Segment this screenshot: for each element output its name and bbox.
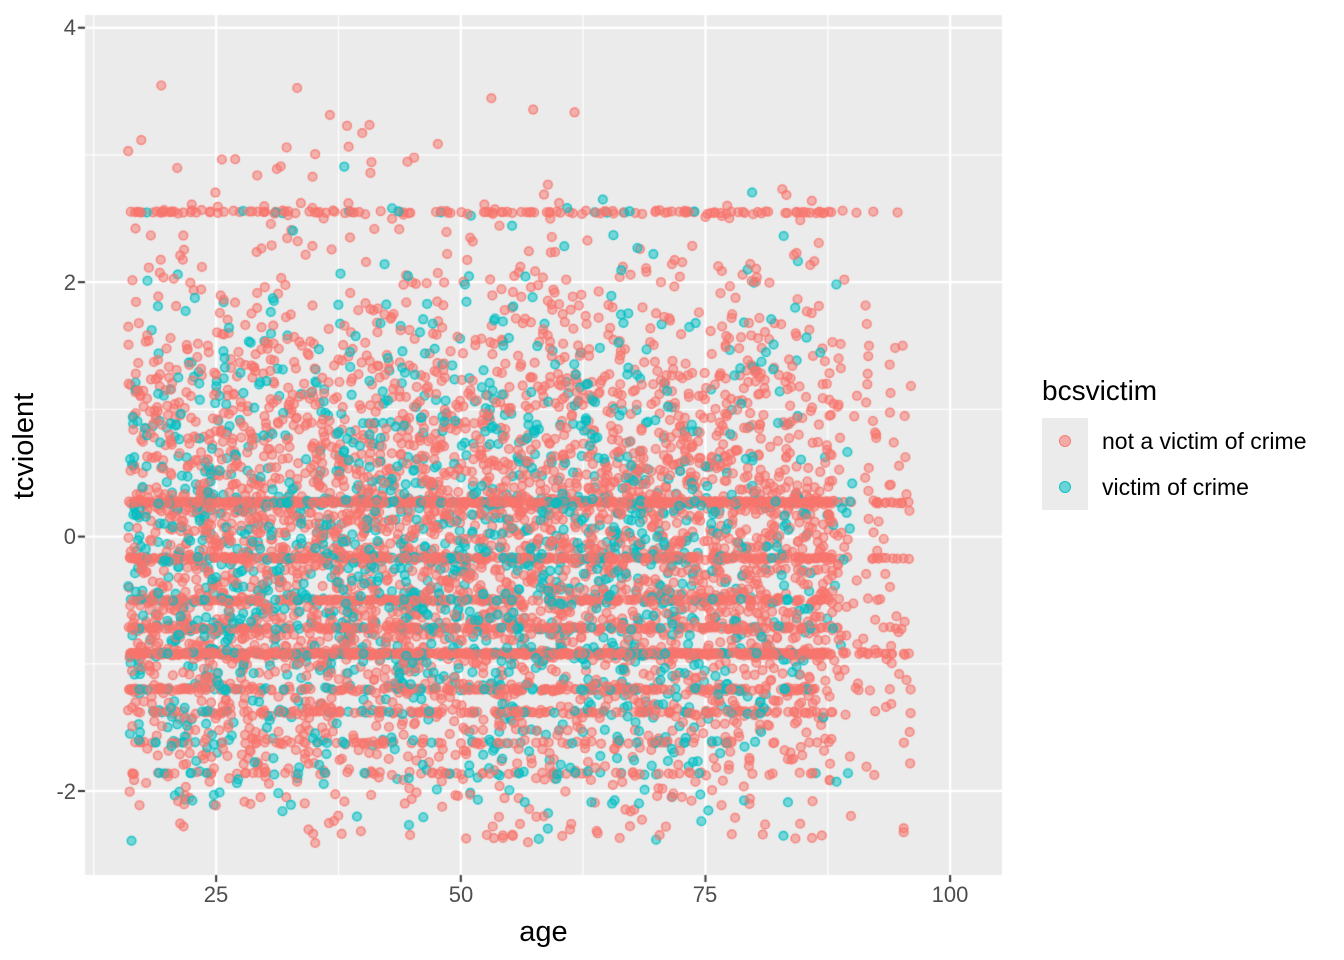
x-tick-label: 75 <box>692 882 718 907</box>
point-icon <box>1059 435 1071 447</box>
legend-title: bcsvictim <box>1042 375 1158 406</box>
point-icon <box>1059 481 1071 493</box>
legend-key <box>1042 418 1088 464</box>
y-axis-title: tcviolent <box>8 392 40 500</box>
x-tick-label: 100 <box>931 882 969 907</box>
legend-entry-label: not a victim of crime <box>1102 427 1307 454</box>
x-axis-title: age <box>519 916 568 948</box>
y-tick-label: 2 <box>63 270 76 295</box>
legend-entry-label: victim of crime <box>1102 473 1249 500</box>
legend-entry-victim: victim of crime <box>1042 464 1307 510</box>
y-tick-label: -2 <box>56 779 76 804</box>
legend: bcsvictim not a victim of crime victim o… <box>1042 374 1307 510</box>
y-tick-label: 0 <box>63 524 76 549</box>
legend-key <box>1042 464 1088 510</box>
x-tick-label: 25 <box>203 882 229 907</box>
legend-entry-not-victim: not a victim of crime <box>1042 418 1307 464</box>
y-tick-label: 4 <box>63 15 76 40</box>
x-tick-label: 50 <box>448 882 474 907</box>
